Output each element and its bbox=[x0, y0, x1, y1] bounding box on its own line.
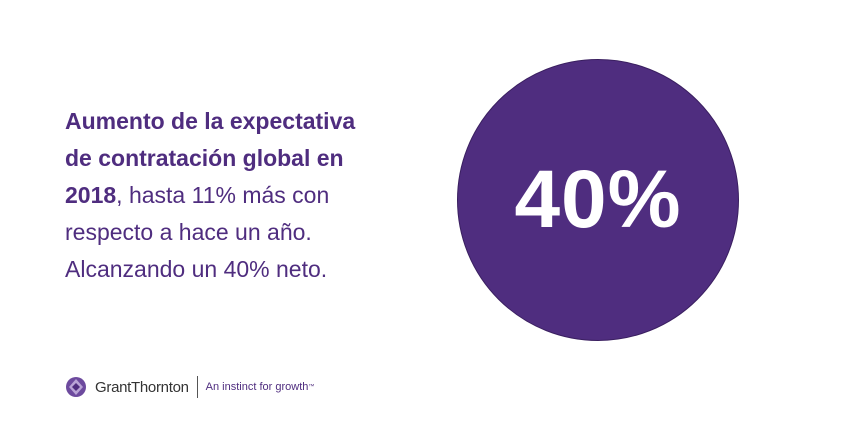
stat-value: 40% bbox=[514, 154, 682, 245]
headline-text: respecto a hace un año. bbox=[65, 219, 312, 245]
brand-name: GrantThornton bbox=[95, 378, 189, 396]
headline: Aumento de la expectativa de contratació… bbox=[65, 103, 355, 288]
headline-text: Alcanzando un 40% neto. bbox=[65, 256, 328, 282]
headline-line: 2018, hasta 11% más con bbox=[65, 177, 355, 214]
headline-bold: Aumento de la expectativa bbox=[65, 108, 356, 134]
tagline: An instinct for growth bbox=[205, 381, 309, 393]
logo-icon bbox=[66, 377, 86, 397]
headline-text: , hasta 11% más con bbox=[116, 182, 330, 208]
headline-line: Alcanzando un 40% neto. bbox=[65, 251, 355, 288]
headline-line: de contratación global en bbox=[65, 140, 355, 177]
logo: GrantThornton An instinct for growth ™ bbox=[65, 375, 314, 399]
separator bbox=[196, 376, 198, 398]
headline-line: Aumento de la expectativa bbox=[65, 103, 355, 140]
stat-circle: 40% bbox=[457, 59, 739, 341]
headline-bold: 2018 bbox=[65, 182, 117, 208]
headline-line: respecto a hace un año. bbox=[65, 214, 355, 251]
trademark: ™ bbox=[308, 384, 315, 390]
headline-bold: de contratación global en bbox=[65, 145, 344, 171]
